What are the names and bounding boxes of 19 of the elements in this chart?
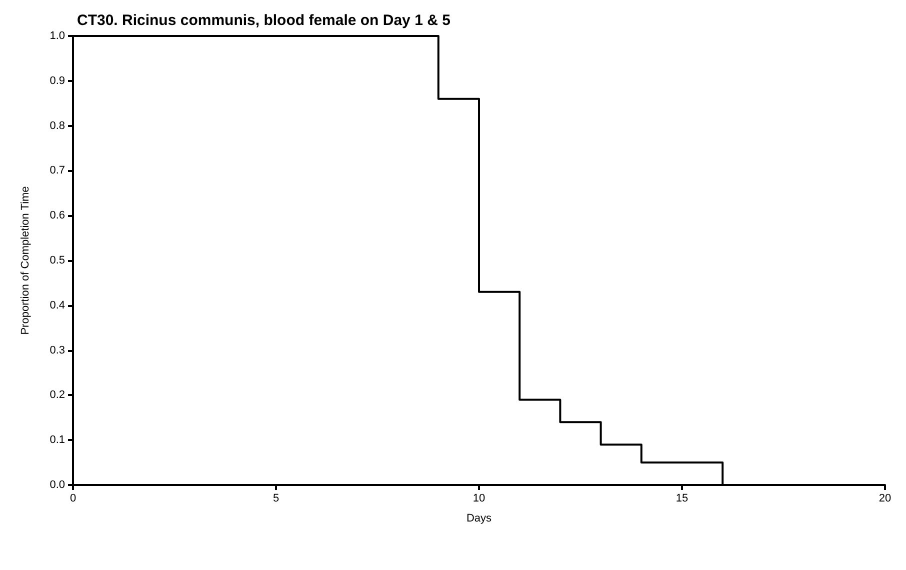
x-tick-label: 20 [878, 492, 892, 504]
y-tick-label: 0.2 [50, 389, 65, 402]
y-tick-label: 0.6 [50, 210, 65, 222]
chart-title: CT30. Ricinus communis, blood female on Day 1 & 5 [77, 12, 450, 29]
x-axis-title: Days [466, 512, 492, 524]
y-tick-label: 0.9 [50, 74, 65, 87]
y-tick-label: 0.7 [50, 164, 65, 177]
y-tick-label: 0.3 [50, 344, 65, 356]
x-tick-label: 0 [70, 492, 76, 504]
y-axis-title: Proportion of Completion Time [20, 186, 32, 335]
y-tick-label: 0.4 [50, 299, 65, 312]
y-tick-label: 0.1 [50, 434, 65, 446]
y-tick-label: 0.5 [50, 254, 65, 266]
x-tick-label: 10 [472, 492, 486, 504]
y-tick-label: 0.0 [50, 479, 65, 491]
x-tick-label: 15 [676, 492, 688, 504]
y-tick-label: 0.8 [50, 120, 65, 132]
x-tick-label: 5 [272, 492, 280, 504]
y-tick-label: 1.0 [50, 30, 65, 42]
